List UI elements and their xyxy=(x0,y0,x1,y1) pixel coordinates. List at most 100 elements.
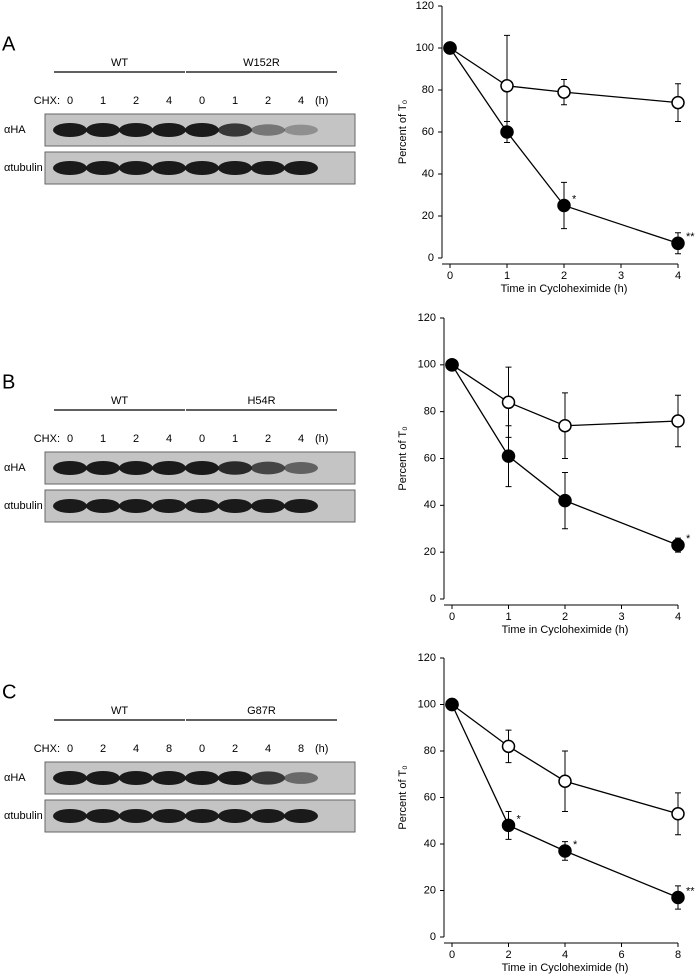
band xyxy=(53,161,87,175)
timepoint-label: 2 xyxy=(265,95,271,107)
data-point xyxy=(501,739,516,754)
band xyxy=(251,161,285,175)
band xyxy=(152,461,186,475)
data-point xyxy=(500,79,514,93)
band xyxy=(251,461,285,475)
timepoint-label: 2 xyxy=(133,433,139,445)
x-tick-label: 2 xyxy=(505,949,511,961)
band xyxy=(152,123,186,137)
data-point xyxy=(501,449,516,463)
band xyxy=(152,809,186,823)
x-tick-label: 2 xyxy=(561,270,567,282)
data-point xyxy=(671,236,685,251)
x-tick-label: 3 xyxy=(618,270,624,282)
band xyxy=(251,499,285,513)
data-point xyxy=(671,538,685,552)
band xyxy=(218,461,252,475)
x-tick-label: 1 xyxy=(505,611,511,623)
y-tick-label: 120 xyxy=(418,652,436,664)
band xyxy=(152,161,186,175)
blot-row-label: αtubulin xyxy=(4,810,43,822)
y-tick-label: 100 xyxy=(418,698,436,710)
band xyxy=(185,809,219,823)
timepoint-label: 8 xyxy=(298,743,304,755)
series-line xyxy=(449,47,679,104)
significance: * xyxy=(572,193,577,205)
band xyxy=(53,809,87,823)
band xyxy=(251,809,285,823)
y-tick-label: 100 xyxy=(416,42,434,54)
y-tick-label: 0 xyxy=(430,593,436,605)
band xyxy=(86,771,120,785)
band xyxy=(119,771,153,785)
data-point xyxy=(500,125,514,139)
y-tick-label: 20 xyxy=(424,546,436,558)
timepoint-label: 1 xyxy=(232,95,238,107)
band xyxy=(284,462,318,474)
band xyxy=(185,123,219,137)
timepoint-label: 0 xyxy=(199,95,205,107)
blot-row-label: αHA xyxy=(4,772,26,784)
band xyxy=(218,161,252,175)
series-line xyxy=(449,47,679,244)
unit-label: (h) xyxy=(315,433,328,445)
y-tick-label: 40 xyxy=(422,168,434,180)
band xyxy=(152,499,186,513)
y-axis-label: Percent of T₀ xyxy=(397,426,409,490)
band xyxy=(86,499,120,513)
x-tick-label: 2 xyxy=(562,611,568,623)
unit-label: (h) xyxy=(315,95,328,107)
band xyxy=(119,499,153,513)
x-tick-label: 6 xyxy=(618,949,624,961)
y-tick-label: 60 xyxy=(422,126,434,138)
band xyxy=(119,123,153,137)
band xyxy=(53,461,87,475)
blot-row-label: αHA xyxy=(4,462,26,474)
band xyxy=(284,161,318,175)
band xyxy=(251,124,285,136)
timepoint-label: 2 xyxy=(100,743,106,755)
treatment-label: CHX: xyxy=(34,743,60,755)
x-tick-label: 8 xyxy=(675,949,681,961)
timepoint-label: 0 xyxy=(67,743,73,755)
data-point xyxy=(557,85,571,99)
band xyxy=(86,123,120,137)
timepoint-label: 4 xyxy=(298,95,304,107)
band xyxy=(185,161,219,175)
y-tick-label: 120 xyxy=(418,312,436,324)
panel-letter: A xyxy=(2,33,16,55)
blot-row-label: αtubulin xyxy=(4,500,43,512)
band xyxy=(284,772,318,784)
timepoint-label: 0 xyxy=(199,743,205,755)
x-tick-label: 3 xyxy=(618,611,624,623)
x-tick-label: 0 xyxy=(449,611,455,623)
band xyxy=(284,499,318,513)
x-tick-label: 1 xyxy=(504,270,510,282)
timepoint-label: 0 xyxy=(67,433,73,445)
treatment-label: CHX: xyxy=(34,95,60,107)
timepoint-label: 1 xyxy=(232,433,238,445)
data-point xyxy=(671,95,685,110)
y-axis-label: Percent of T₀ xyxy=(397,100,409,164)
data-point xyxy=(445,697,459,712)
group-label: G87R xyxy=(247,705,276,717)
band xyxy=(119,809,153,823)
timepoint-label: 2 xyxy=(265,433,271,445)
significance: * xyxy=(573,839,578,851)
blot-row-label: αHA xyxy=(4,124,26,136)
timepoint-label: 4 xyxy=(166,433,172,445)
x-axis-label: Time in Cycloheximide (h) xyxy=(502,962,629,974)
band xyxy=(284,809,318,823)
treatment-label: CHX: xyxy=(34,433,60,445)
y-tick-label: 120 xyxy=(416,0,434,12)
timepoint-label: 1 xyxy=(100,95,106,107)
data-point xyxy=(501,818,516,833)
timepoint-label: 4 xyxy=(298,433,304,445)
data-point xyxy=(558,774,572,788)
timepoint-label: 8 xyxy=(166,743,172,755)
data-point xyxy=(558,493,572,508)
band xyxy=(53,123,87,137)
x-tick-label: 4 xyxy=(675,270,681,282)
data-point xyxy=(671,890,685,905)
